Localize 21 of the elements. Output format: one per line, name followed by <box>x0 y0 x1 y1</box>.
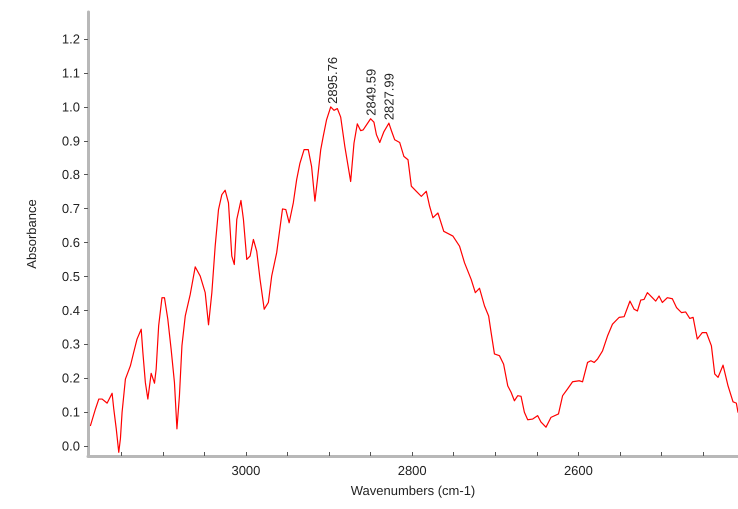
y-tick-label: 0.9 <box>62 133 80 148</box>
y-axis-title: Absorbance <box>24 199 39 269</box>
y-tick-label: 1.1 <box>62 66 80 81</box>
y-tick-label: 0.0 <box>62 438 80 454</box>
y-tick-label: 0.4 <box>62 302 80 318</box>
y-tick-label: 1.0 <box>62 99 80 114</box>
x-axis-title: Wavenumbers (cm-1) <box>350 483 476 498</box>
y-tick-label: 1.2 <box>62 32 80 47</box>
x-tick-label: 2600 <box>564 463 593 478</box>
annotation: 2827.99 <box>381 73 396 120</box>
x-tick-label: 2800 <box>398 463 427 478</box>
y-tick-label: 0.3 <box>62 336 80 352</box>
annotation: 2895.76 <box>325 56 340 104</box>
y-tick-label: 0.2 <box>62 370 80 386</box>
y-tick-label: 0.7 <box>62 201 80 216</box>
annotation: 2849.59 <box>363 68 378 116</box>
y-tick-label: 0.5 <box>62 268 80 284</box>
x-tick-label: 3000 <box>231 463 260 478</box>
y-tick-label: 0.8 <box>62 167 80 182</box>
y-tick-label: 0.1 <box>62 404 80 420</box>
y-tick-label: 0.6 <box>62 234 80 250</box>
